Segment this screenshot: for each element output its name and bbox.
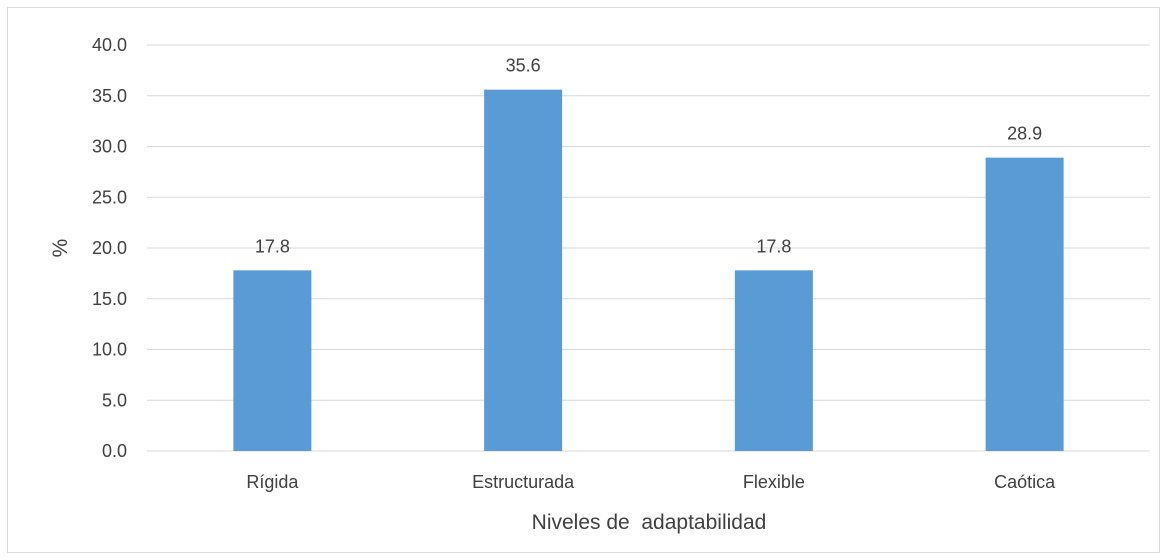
x-tick-labels: Rígida Estructurada Flexible Caótica (246, 472, 1056, 492)
x-tick-label: Caótica (994, 472, 1056, 492)
x-tick-label: Estructurada (472, 472, 575, 492)
data-label: 17.8 (756, 236, 791, 256)
data-label: 35.6 (506, 56, 541, 76)
x-tick-label: Rígida (246, 472, 299, 492)
gridlines (147, 44, 1150, 452)
y-tick-label: 20.0 (92, 238, 127, 258)
data-label: 28.9 (1007, 124, 1042, 144)
data-label: 17.8 (255, 236, 290, 256)
y-tick-label: 40.0 (92, 35, 127, 55)
y-tick-label: 30.0 (92, 137, 127, 157)
chart-frame (7, 7, 1160, 553)
y-tick-label: 5.0 (102, 390, 127, 410)
x-tick-label: Flexible (743, 472, 805, 492)
y-tick-label: 10.0 (92, 340, 127, 360)
y-tick-labels: 0.0 5.0 10.0 15.0 20.0 25.0 30.0 35.0 40.0 (92, 35, 127, 461)
bars (233, 89, 1064, 452)
data-labels: 17.8 35.6 17.8 28.9 (255, 56, 1042, 257)
bar (985, 157, 1064, 452)
y-axis-title: % (49, 239, 72, 258)
bar (734, 270, 813, 451)
y-tick-label: 15.0 (92, 289, 127, 309)
bar (484, 89, 563, 451)
x-axis-title: Niveles de adaptabilidad (532, 511, 767, 534)
y-tick-label: 0.0 (102, 441, 127, 461)
y-tick-label: 35.0 (92, 86, 127, 106)
y-tick-label: 25.0 (92, 187, 127, 207)
bar (233, 270, 312, 451)
